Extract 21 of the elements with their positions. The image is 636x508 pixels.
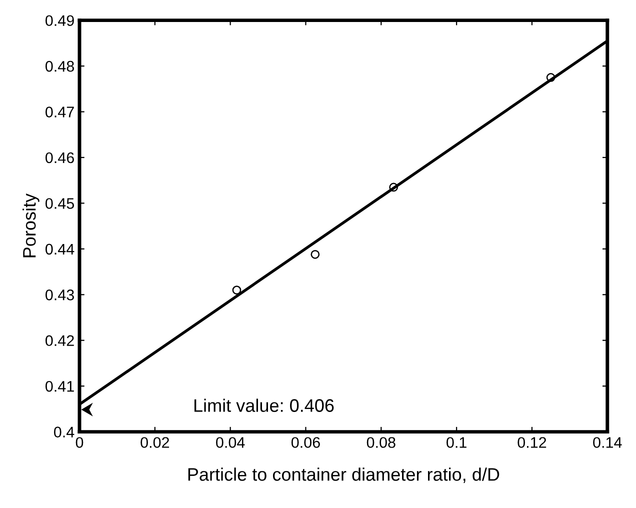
y-tick-label: 0.44 [46,244,74,255]
y-axis-title: Porosity [22,193,40,258]
y-tick-label: 0.45 [46,198,74,209]
x-tick-label: 0.12 [518,437,546,448]
x-tick-label: 0.06 [291,437,320,448]
y-tick-label: 0.43 [46,290,74,300]
y-tick-label: 0.48 [46,60,74,72]
x-tick-label: 0.08 [366,437,396,448]
annotation: Limit value: 0.406 [194,398,334,412]
x-tick-label: 0.14 [593,437,622,448]
y-tick-label: 0.46 [46,152,74,164]
y-tick-label: 0.49 [46,15,74,26]
y-tick-label: 0.41 [46,380,74,392]
y-tick-label: 0.4 [54,426,74,438]
y-tick-label: 0.47 [46,106,74,118]
y-tick-label: 0.42 [46,335,74,346]
x-tick-label: 0.02 [140,437,170,448]
x-axis-title: Particle to container diameter ratio, d/D [188,468,500,483]
x-tick-label: 0.1 [446,437,466,448]
x-tick-label: 0.04 [216,437,245,448]
x-tick-label: 0 [76,437,84,448]
